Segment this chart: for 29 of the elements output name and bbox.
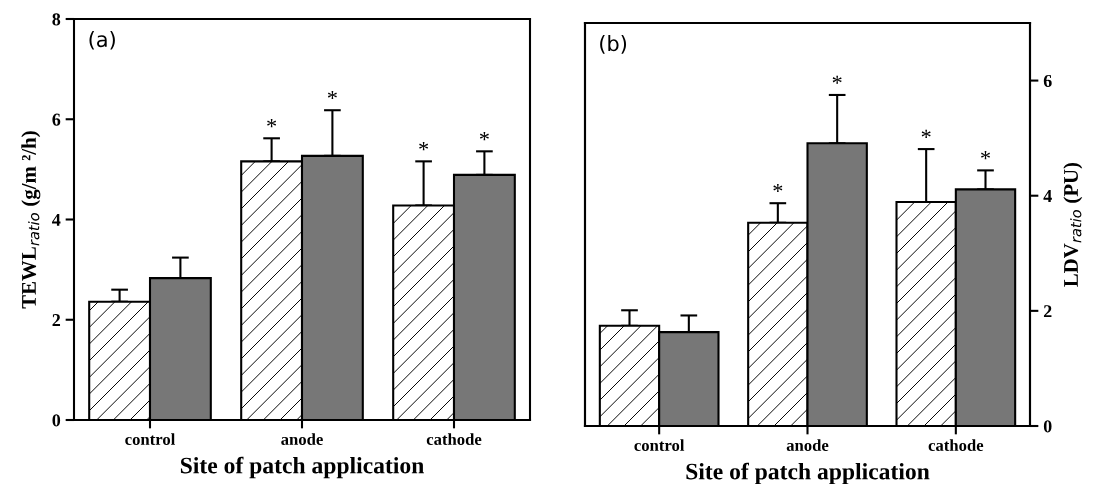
annotation: (b)	[600, 35, 627, 54]
data-label: *	[327, 90, 337, 100]
x-tick-label: cathode	[928, 439, 984, 451]
data-label: *	[773, 183, 783, 193]
y2-tick-label: 4	[1043, 190, 1052, 202]
y-axis-title: TEWL$_{ratio}$ (g/m ²/h)	[21, 131, 41, 309]
data-label: *	[479, 132, 489, 141]
x-tick-label: control	[634, 439, 685, 451]
y2-axis-title: LDV$_{ratio}$ (PU)	[1063, 162, 1083, 287]
y2-tick-label: 6	[1043, 74, 1052, 88]
x-tick-label: anode	[786, 439, 829, 451]
y2-tick-label: 0	[1043, 420, 1052, 433]
annotation: (a)	[89, 31, 115, 50]
x-tick-label: control	[125, 433, 176, 445]
x-axis-title: Site of patch application	[686, 462, 930, 484]
x-axis-title: Site of patch application	[180, 456, 424, 479]
y-tick-label: 0	[52, 414, 61, 427]
data-label: *	[419, 142, 429, 151]
y-tick-label: 6	[52, 113, 61, 126]
data-label: *	[981, 151, 990, 160]
x-tick-label: anode	[281, 433, 323, 445]
data-label: *	[267, 119, 277, 128]
data-label: *	[921, 129, 931, 138]
y-tick-label: 8	[52, 13, 61, 26]
y-tick-label: 4	[52, 213, 61, 226]
x-tick-label: cathode	[426, 433, 482, 445]
data-label: *	[832, 75, 842, 84]
y-tick-label: 2	[52, 314, 61, 327]
y2-tick-label: 2	[1043, 305, 1052, 318]
